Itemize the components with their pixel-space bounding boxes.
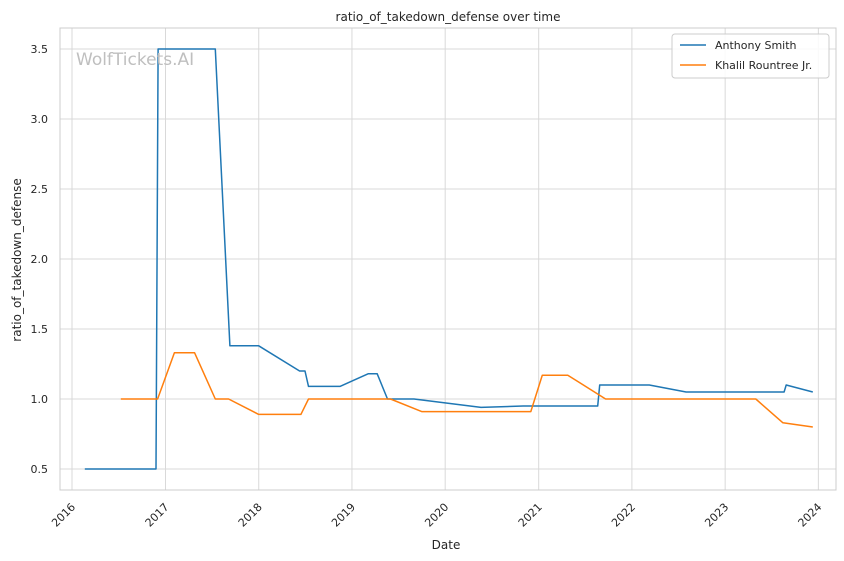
chart-title: ratio_of_takedown_defense over time xyxy=(336,10,561,24)
series-line-khalil-rountree-jr xyxy=(120,352,813,428)
plot-frame xyxy=(59,27,837,491)
legend: Anthony Smith Khalil Rountree Jr. xyxy=(671,33,830,79)
legend-label: Khalil Rountree Jr. xyxy=(715,59,812,72)
y-tick-label: 1.0 xyxy=(31,393,49,406)
watermark: WolfTickets.AI xyxy=(76,50,194,70)
x-axis-label: Date xyxy=(432,538,461,552)
legend-label: Anthony Smith xyxy=(715,39,797,52)
y-tick-label: 3.5 xyxy=(31,43,49,56)
legend-box xyxy=(671,33,830,79)
series-line-anthony-smith xyxy=(84,48,813,470)
gridlines xyxy=(60,28,836,490)
y-tick-label: 2.0 xyxy=(31,253,49,266)
y-tick-label: 3.0 xyxy=(31,113,49,126)
y-tick-label: 2.5 xyxy=(31,183,49,196)
y-tick-label: 0.5 xyxy=(31,463,49,476)
y-tick-label: 1.5 xyxy=(31,323,49,336)
series-layer xyxy=(84,48,813,470)
y-axis-label: ratio_of_takedown_defense xyxy=(10,178,24,341)
